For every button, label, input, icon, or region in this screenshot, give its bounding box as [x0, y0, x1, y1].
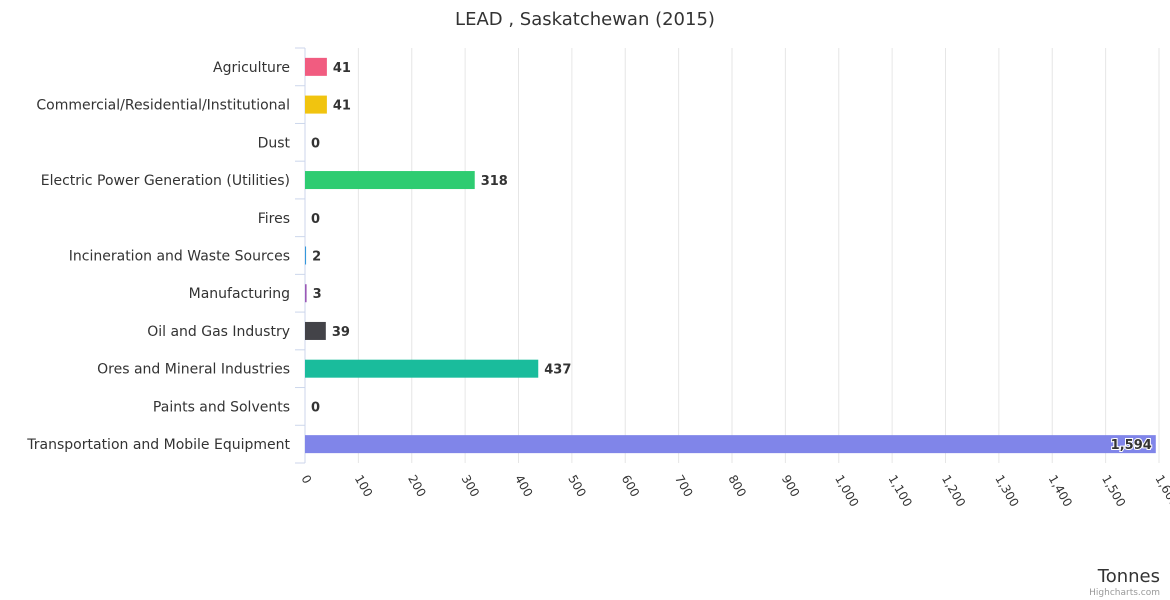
bar[interactable] — [305, 246, 307, 265]
x-tick-label: 800 — [725, 473, 749, 500]
x-tick-label: 0 — [298, 473, 314, 487]
x-tick-label: 1,200 — [939, 473, 968, 510]
x-tick-label: 600 — [619, 473, 643, 500]
x-tick-label: 500 — [565, 473, 589, 500]
bar[interactable] — [305, 359, 539, 378]
data-label: 318 — [481, 174, 508, 189]
category-label: Ores and Mineral Industries — [97, 362, 290, 378]
x-tick-label: 1,100 — [886, 473, 915, 510]
category-label: Oil and Gas Industry — [147, 324, 290, 340]
bar[interactable] — [305, 321, 326, 340]
category-label: Agriculture — [213, 60, 290, 76]
bars: 41 41 0 318 0 2 3 39 437 0 1,594 — [305, 57, 1156, 454]
category-label: Fires — [258, 211, 290, 227]
data-label: 437 — [544, 363, 571, 378]
x-tick-labels: 0 100 200 300 400 500 600 700 800 900 1,000 1,100 1,… — [298, 473, 1170, 510]
data-label: 3 — [313, 287, 322, 302]
category-label: Incineration and Waste Sources — [69, 249, 290, 265]
bar[interactable] — [305, 435, 1156, 454]
x-tick-label: 1,600 — [1152, 473, 1170, 510]
category-labels: Agriculture Commercial/Residential/Instit… — [26, 60, 290, 453]
bar[interactable] — [305, 171, 475, 190]
data-label: 1,594 — [1111, 438, 1152, 453]
x-tick-label: 700 — [672, 473, 696, 500]
category-label: Transportation and Mobile Equipment — [26, 437, 290, 453]
data-label: 39 — [332, 325, 350, 340]
x-tick-label: 200 — [405, 473, 429, 500]
x-tick-label: 1,300 — [992, 473, 1021, 510]
chart-title: LEAD , Saskatchewan (2015) — [455, 9, 715, 30]
data-label: 0 — [311, 136, 320, 151]
x-tick-label: 900 — [779, 473, 803, 500]
grid — [295, 47, 1160, 464]
data-label: 2 — [312, 250, 321, 265]
bar[interactable] — [305, 95, 327, 114]
category-label: Dust — [258, 135, 291, 151]
data-label: 41 — [333, 61, 351, 76]
category-label: Commercial/Residential/Institutional — [36, 98, 290, 114]
credits[interactable]: Highcharts.com — [1089, 588, 1160, 598]
x-axis-title: Tonnes — [1097, 566, 1160, 587]
category-label: Manufacturing — [189, 286, 290, 302]
data-label: 0 — [311, 212, 320, 227]
category-label: Paints and Solvents — [153, 399, 290, 415]
x-tick-label: 400 — [512, 473, 536, 500]
category-label: Electric Power Generation (Utilities) — [41, 173, 290, 189]
x-tick-label: 1,500 — [1099, 473, 1128, 510]
x-tick-label: 100 — [352, 473, 376, 500]
x-tick-label: 300 — [459, 473, 483, 500]
bar[interactable] — [305, 284, 307, 303]
bar[interactable] — [305, 57, 327, 76]
x-tick-label: 1,400 — [1046, 473, 1075, 510]
x-tick-label: 1,000 — [832, 473, 861, 510]
data-label: 0 — [311, 400, 320, 415]
data-label: 41 — [333, 99, 351, 114]
